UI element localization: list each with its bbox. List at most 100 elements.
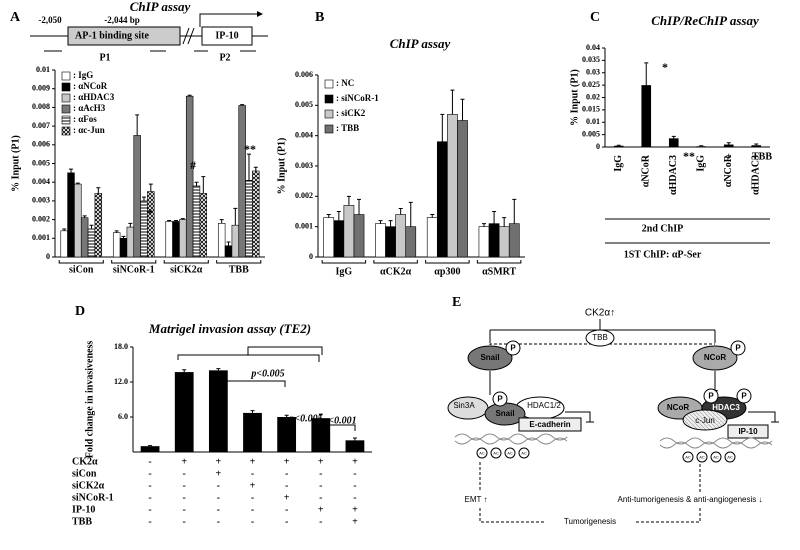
bar (426, 217, 438, 258)
y-tick-label: 0.02 (586, 92, 600, 101)
bar (696, 146, 707, 147)
bar (457, 120, 468, 258)
bar (172, 221, 180, 258)
inhibition (489, 343, 715, 345)
error-bar (336, 211, 341, 221)
error-bar (398, 207, 403, 215)
bar (87, 228, 96, 258)
legend-swatch (324, 109, 334, 119)
tbb: TBB (592, 333, 608, 342)
treatment-sign: - (148, 492, 151, 503)
treatment-name: IP-10 (72, 504, 95, 515)
acetyl-circle (504, 447, 516, 459)
error-bar (69, 168, 74, 173)
error-bar (352, 437, 357, 441)
y-tick-label: 0.03 (586, 68, 600, 77)
treatment-sign: - (319, 492, 322, 503)
y-axis-label: % Input (P1) (10, 135, 21, 192)
group-bracket (476, 260, 522, 264)
treatment-sign: - (183, 516, 186, 527)
bar (488, 223, 500, 258)
legend-label: : αFos (73, 114, 97, 124)
annotation: p<0.001 (322, 415, 356, 426)
treatment-sign: - (183, 468, 186, 479)
y-tick-label: 0.005 (295, 100, 313, 109)
error-bar (89, 224, 94, 229)
error-bar (219, 219, 224, 224)
x-tick-label: αHDAC3 (751, 155, 762, 195)
error-bar (141, 196, 146, 201)
x-tick-label: αNCoR (641, 154, 652, 187)
error-bar (644, 62, 649, 86)
p1: P1 (99, 52, 110, 63)
treatment-sign: - (217, 516, 220, 527)
y-tick-label: 0.01 (586, 117, 600, 126)
annotation: p<0.005 (288, 413, 322, 424)
kinase: CK2α↑ (585, 308, 615, 319)
error-bar (201, 176, 206, 194)
error-bar (253, 166, 258, 171)
legend-label: : siCK2 (336, 108, 366, 118)
bar (192, 185, 201, 258)
treatment-sign: - (319, 480, 322, 491)
y-tick-label: 0.005 (32, 158, 50, 167)
treatment-sign: - (285, 480, 288, 491)
acetyl-label: AC (521, 451, 527, 456)
treatment-sign: + (284, 456, 290, 467)
bar (231, 224, 240, 258)
treatment-sign: - (251, 504, 254, 515)
group-bracket (373, 260, 418, 264)
treatment-sign: - (183, 492, 186, 503)
error-bar (378, 220, 383, 224)
group-outer: 1ST ChIP: αP-Ser (624, 249, 702, 260)
acetyl-circle (518, 447, 530, 459)
treatment-sign: - (183, 504, 186, 515)
ecad-label: E-cadherin (529, 420, 570, 429)
emt: EMT ↑ (465, 495, 488, 504)
bar (252, 170, 260, 258)
bar (74, 183, 82, 258)
treatment-sign: - (251, 468, 254, 479)
treatment-sign: + (216, 468, 222, 479)
ecad-box (518, 417, 582, 432)
snail (467, 345, 513, 371)
ncor-label: NCoR (704, 353, 726, 362)
error-bar (450, 89, 455, 115)
ip10-label: IP-10 (738, 427, 758, 436)
phospho-circle (736, 388, 752, 404)
bar (385, 226, 396, 258)
y-tick-label: 0.009 (32, 84, 50, 93)
treatment-sign: - (353, 468, 356, 479)
bar (119, 238, 128, 258)
snail-label: Snail (480, 353, 499, 362)
acetyl-label: AC (479, 451, 485, 456)
treatment-sign: + (318, 504, 324, 515)
legend-label: : αc-Jun (73, 125, 105, 135)
error-bar (754, 143, 759, 146)
error-bar (96, 187, 101, 194)
y-tick-label: 0.002 (32, 214, 50, 223)
bar (613, 145, 624, 147)
treatment-name: CK2α (72, 456, 98, 467)
chart-title: ChIP/ReChIP assay (651, 13, 759, 28)
treatment-sign: + (284, 492, 290, 503)
error-bar (226, 241, 231, 246)
error-bar (481, 223, 486, 227)
y-tick-label: 18.0 (114, 342, 128, 351)
bar (343, 205, 355, 258)
error-bar (357, 198, 362, 215)
chart-title: ChIP assay (130, 0, 191, 14)
bar (80, 217, 89, 258)
y-tick-label: 0.008 (32, 102, 50, 111)
panel-letter: E (452, 295, 461, 310)
treatment-sign: + (181, 456, 187, 467)
bar (668, 138, 679, 147)
y-tick-label: 0.004 (32, 177, 50, 186)
bar (165, 221, 173, 258)
treatment-name: TBB (72, 516, 92, 527)
treatment-name: siCon (72, 468, 97, 479)
error-bar (194, 181, 199, 186)
tss-arrow (199, 11, 263, 27)
error-bar (512, 198, 517, 224)
acetyl-circle (710, 451, 722, 463)
